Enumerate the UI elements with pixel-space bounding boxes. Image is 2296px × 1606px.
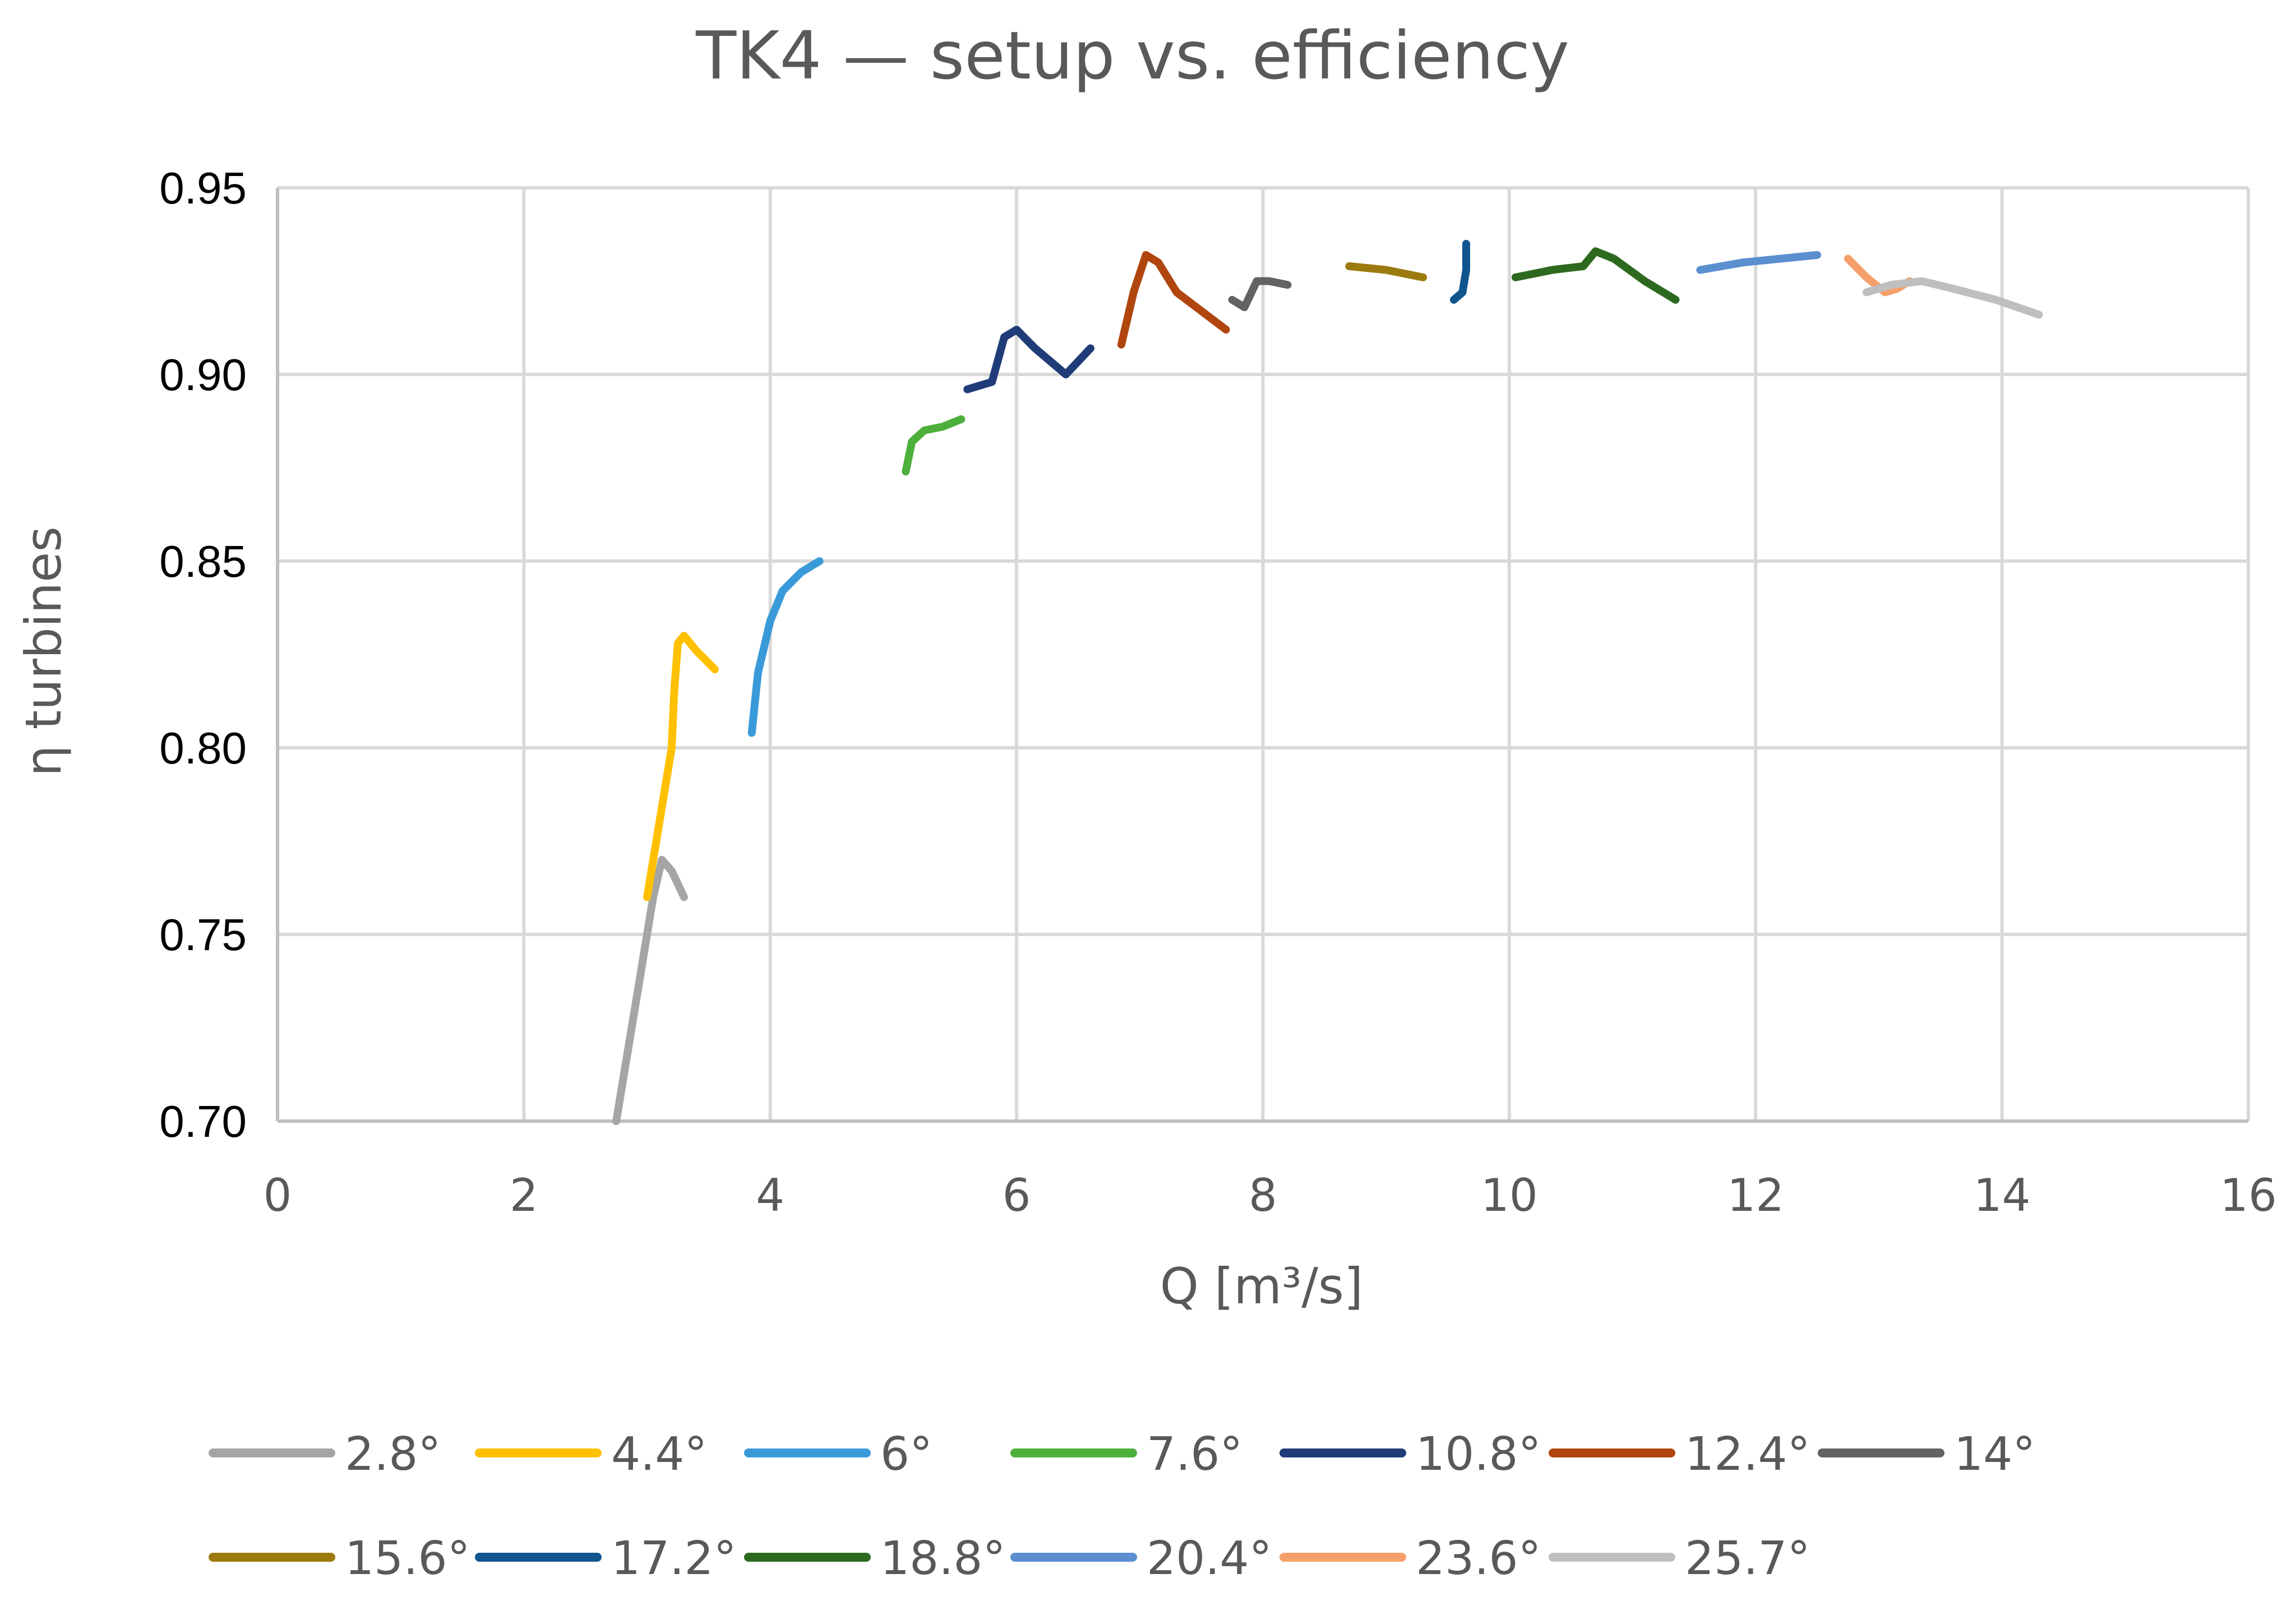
x-tick-label: 14 (1974, 1169, 2031, 1221)
legend-label: 18.8° (880, 1532, 1006, 1585)
y-axis-ticks: 0.70 0.75 0.80 0.85 0.90 0.95 (159, 163, 247, 1146)
legend-item: 6° (744, 1428, 932, 1481)
series-line-14° (1228, 277, 1292, 312)
series-line-15.6° (1345, 262, 1428, 281)
y-tick-label: 0.75 (159, 910, 247, 960)
legend-item: 18.8° (744, 1532, 1006, 1585)
legend-label: 6° (880, 1428, 932, 1481)
y-tick-label: 0.70 (159, 1096, 247, 1146)
series-line-4.4° (643, 632, 719, 901)
x-tick-label: 12 (1727, 1169, 1784, 1221)
x-tick-label: 4 (756, 1169, 784, 1221)
x-axis-ticks: 0 2 4 6 8 10 12 14 16 (264, 1169, 2277, 1221)
legend-label: 14° (1954, 1428, 2035, 1481)
series-line-12.4° (1117, 251, 1230, 349)
legend-item: 15.6° (209, 1532, 470, 1585)
chart-title: TK4 — setup vs. efficiency (695, 17, 1569, 94)
series-line-25.7° (1863, 277, 2043, 319)
series-line-20.4° (1696, 251, 1822, 274)
legend-item: 10.8° (1279, 1428, 1541, 1481)
gridlines (278, 186, 2250, 1121)
x-tick-label: 2 (510, 1169, 538, 1221)
legend-label: 7.6° (1147, 1428, 1242, 1481)
legend-label: 25.7° (1685, 1532, 1810, 1585)
series-line-18.8° (1511, 247, 1680, 304)
legend-label: 10.8° (1416, 1428, 1541, 1481)
legend-item: 7.6° (1010, 1428, 1242, 1481)
x-axis-label: Q [m³/s] (1160, 1257, 1363, 1315)
legend-label: 2.8° (345, 1428, 441, 1481)
x-tick-label: 8 (1249, 1169, 1277, 1221)
series-line-17.2° (1450, 239, 1470, 304)
y-tick-label: 0.85 (159, 536, 247, 586)
legend-item: 12.4° (1549, 1428, 1810, 1481)
legend-label: 23.6° (1416, 1532, 1541, 1585)
y-tick-label: 0.80 (159, 723, 247, 773)
legend-item: 4.4° (475, 1428, 707, 1481)
legend-item: 14° (1818, 1428, 2035, 1481)
y-tick-label: 0.95 (159, 163, 247, 213)
x-tick-label: 6 (1003, 1169, 1031, 1221)
series-line-7.6° (902, 415, 965, 476)
x-tick-label: 0 (264, 1169, 292, 1221)
legend-item: 23.6° (1279, 1532, 1541, 1585)
y-tick-label: 0.90 (159, 350, 247, 400)
x-tick-label: 10 (1481, 1169, 1538, 1221)
y-axis-label: η turbines (15, 526, 72, 776)
legend-item: 20.4° (1010, 1532, 1272, 1585)
legend-label: 20.4° (1147, 1532, 1272, 1585)
series-layer (612, 239, 2043, 1125)
series-line-2.8° (612, 855, 688, 1125)
legend-label: 15.6° (345, 1532, 470, 1585)
series-line-10.8° (963, 326, 1094, 394)
axes (276, 188, 2248, 1123)
legend-item: 25.7° (1549, 1532, 1810, 1585)
legend-item: 2.8° (209, 1428, 441, 1481)
series-line-6° (747, 557, 824, 737)
x-tick-label: 16 (2220, 1169, 2277, 1221)
legend: 2.8° 4.4° 6° 7.6° 10.8° 12.4° 14° 15.6° 17.2° 18.… (209, 1428, 2035, 1585)
legend-label: 17.2° (611, 1532, 737, 1585)
legend-label: 4.4° (611, 1428, 707, 1481)
legend-item: 17.2° (475, 1532, 737, 1585)
legend-label: 12.4° (1685, 1428, 1810, 1481)
